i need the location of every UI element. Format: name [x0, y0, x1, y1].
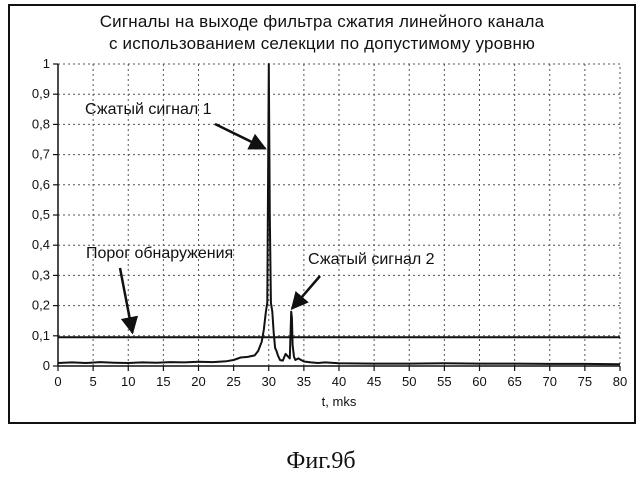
x-tick-label-10: 50: [402, 374, 416, 389]
x-tick-label-12: 60: [472, 374, 486, 389]
annotation-label-signal2: Сжатый сигнал 2: [308, 251, 435, 268]
x-tick-label-15: 75: [578, 374, 592, 389]
annotation-arrow-signal1: [215, 124, 265, 149]
x-tick-label-0: 0: [54, 374, 61, 389]
y-tick-label-9: 0,9: [32, 86, 50, 101]
annotation-label-signal1: Сжатый сигнал 1: [85, 101, 212, 118]
x-tick-label-5: 25: [226, 374, 240, 389]
y-tick-label-7: 0,7: [32, 147, 50, 162]
x-tick-label-7: 35: [297, 374, 311, 389]
y-tick-label-5: 0,5: [32, 207, 50, 222]
y-tick-label-4: 0,4: [32, 237, 50, 252]
x-tick-label-14: 70: [543, 374, 557, 389]
annotation-label-threshold: Порог обнаружения: [86, 245, 233, 262]
y-tick-label-1: 0,1: [32, 328, 50, 343]
x-tick-label-11: 55: [437, 374, 451, 389]
x-tick-label-6: 30: [262, 374, 276, 389]
annotation-arrow-signal2: [292, 276, 320, 309]
y-tick-label-6: 0,6: [32, 177, 50, 192]
x-tick-label-4: 20: [191, 374, 205, 389]
annotation-arrow-threshold: [120, 268, 132, 333]
y-tick-label-2: 0,2: [32, 298, 50, 313]
x-tick-label-16: 80: [613, 374, 627, 389]
figure-caption: Фиг.9б: [0, 448, 642, 475]
x-tick-label-1: 5: [90, 374, 97, 389]
chart-figure: Сигналы на выходе фильтра сжатия линейно…: [8, 4, 636, 424]
chart-plot: 0 5 10 15 20 25 30 35 40 45 50 55 60 65 70 75 80 0 0,1 0,2 0…: [10, 6, 634, 422]
x-tick-label-2: 10: [121, 374, 135, 389]
y-tick-label-8: 0,8: [32, 116, 50, 131]
x-tick-label-9: 45: [367, 374, 381, 389]
y-tick-label-10: 1: [43, 56, 50, 71]
x-tick-label-3: 15: [156, 374, 170, 389]
y-tick-label-0: 0: [43, 358, 50, 373]
y-tick-label-3: 0,3: [32, 267, 50, 282]
x-tick-label-13: 65: [507, 374, 521, 389]
x-axis-label: t, mks: [322, 394, 357, 409]
x-tick-label-8: 40: [332, 374, 346, 389]
